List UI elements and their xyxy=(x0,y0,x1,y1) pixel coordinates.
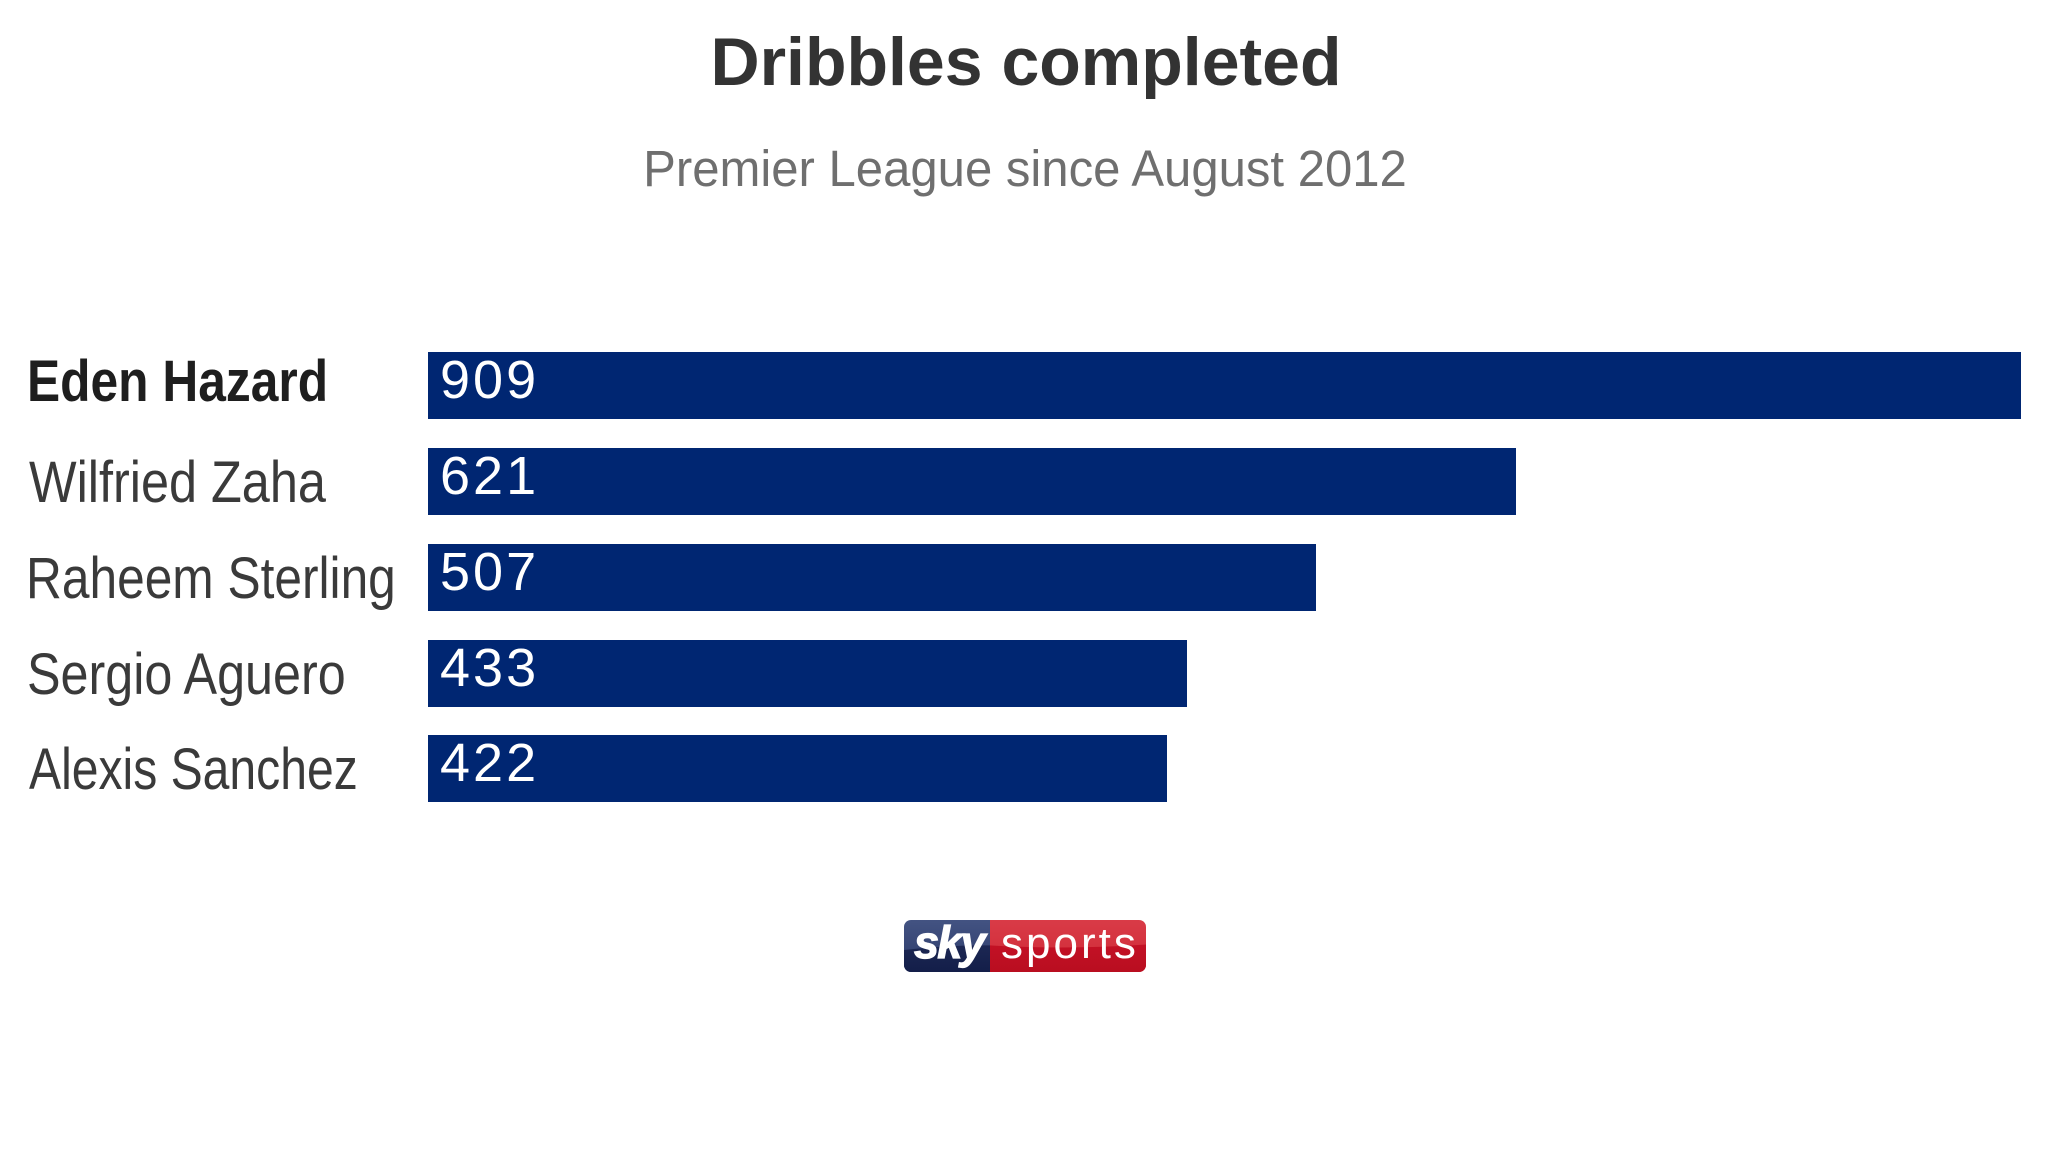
svg-text:sky: sky xyxy=(914,920,987,968)
svg-text:sports: sports xyxy=(1001,920,1139,968)
